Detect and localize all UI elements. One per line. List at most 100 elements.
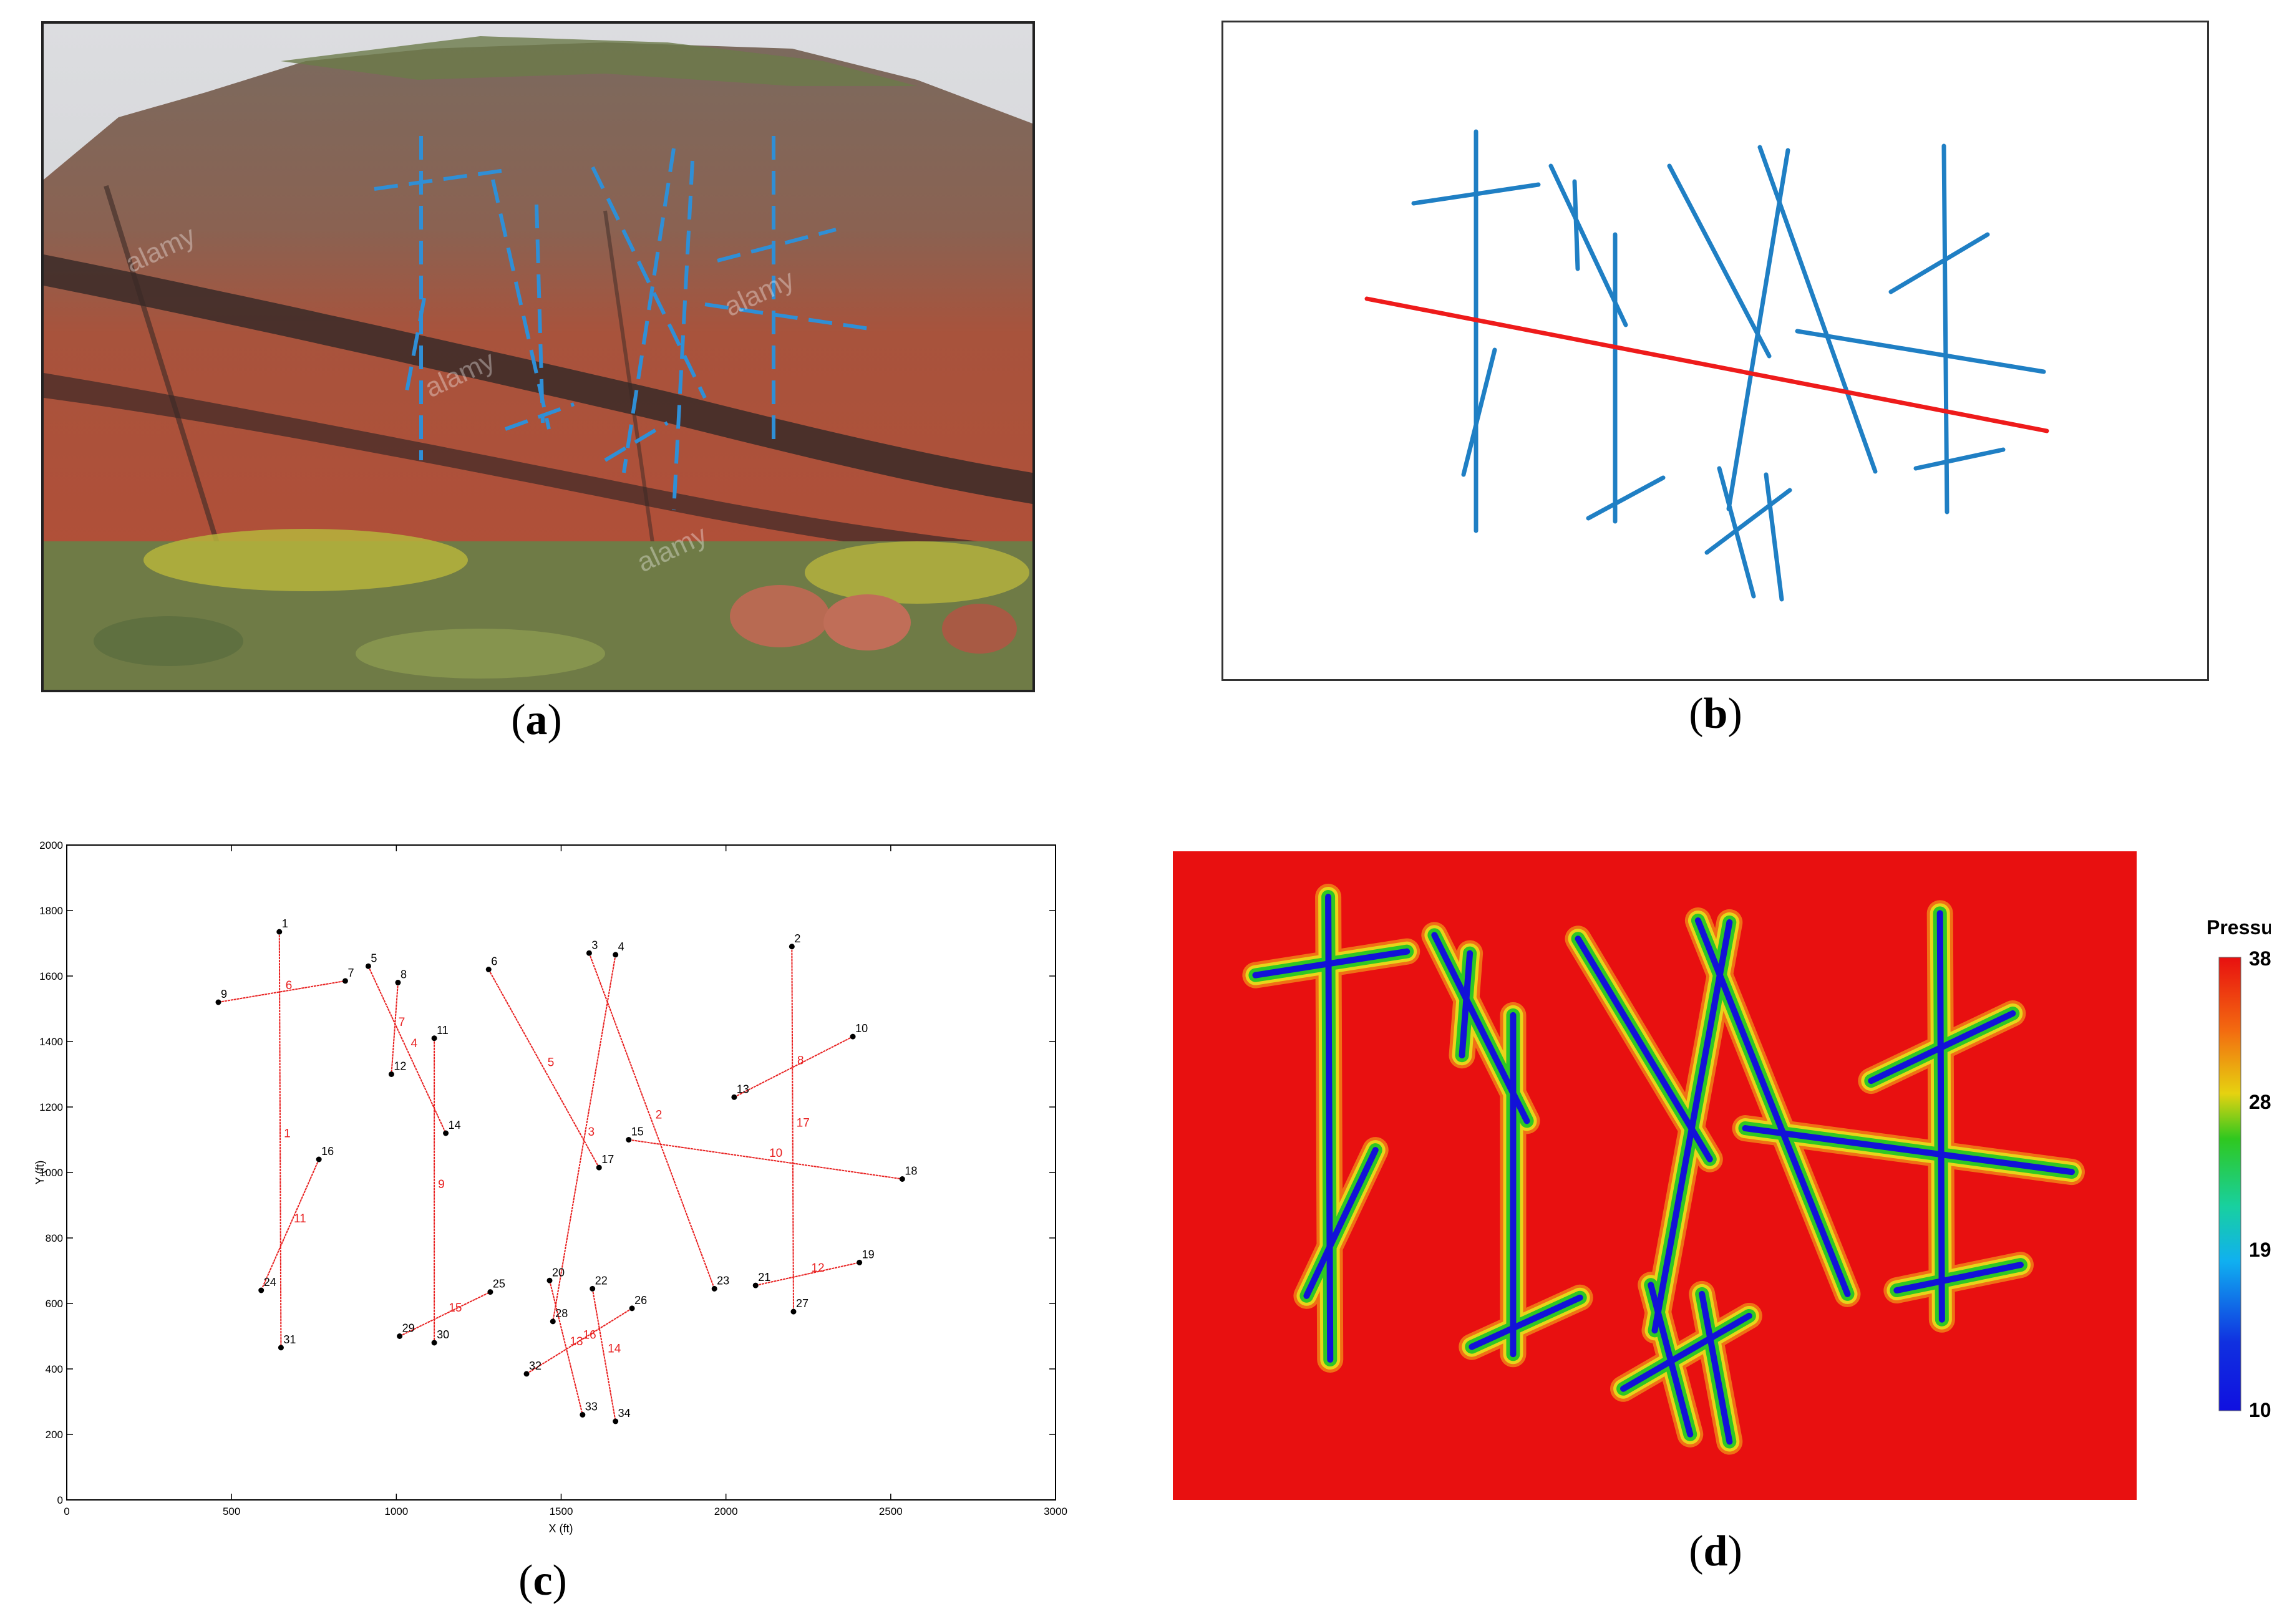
node-label: 25: [493, 1278, 505, 1290]
fracture-label: 6: [286, 979, 293, 992]
colorbar-tick: 3800: [2249, 947, 2271, 970]
node-point: [485, 967, 492, 972]
node-point: [731, 1094, 737, 1100]
caption-c: (c): [518, 1557, 567, 1605]
node-label: 28: [555, 1307, 568, 1320]
fracture-label: 8: [797, 1055, 804, 1068]
fracture-label: 5: [548, 1056, 555, 1069]
node-point: [316, 1156, 322, 1162]
pressure-halo: [1936, 910, 1945, 1323]
node-point: [629, 1305, 635, 1312]
fracture-label: 15: [449, 1302, 462, 1315]
fracture-label: 16: [583, 1328, 596, 1341]
node-label: 8: [401, 969, 407, 981]
node-point: [580, 1412, 586, 1418]
fracture-label: 7: [399, 1016, 405, 1029]
fracture-label: 12: [811, 1262, 824, 1275]
node-point: [431, 1035, 437, 1042]
fracture-segment: [278, 932, 282, 1348]
y-tick-label: 600: [46, 1298, 63, 1310]
fracture-label: 3: [588, 1126, 595, 1139]
node-label: 6: [491, 955, 497, 968]
node-label: 29: [402, 1322, 415, 1335]
node-label: 18: [905, 1165, 917, 1177]
colorbar-tick: 1001: [2249, 1399, 2271, 1421]
node-point: [431, 1340, 437, 1346]
node-label: 2: [794, 932, 800, 945]
node-point: [550, 1318, 556, 1325]
node-point: [276, 929, 283, 935]
node-label: 34: [618, 1407, 631, 1419]
fracture-traces: [374, 136, 874, 511]
caption-b: (b): [1689, 690, 1742, 738]
fracture-label: 14: [608, 1343, 621, 1356]
x-axis-label: X (ft): [549, 1522, 573, 1535]
x-tick-label: 500: [223, 1506, 240, 1517]
fracture-segment: [260, 1159, 320, 1291]
node-label: 5: [371, 952, 377, 964]
x-tick-label: 3000: [1044, 1506, 1067, 1517]
node-point: [613, 952, 619, 958]
node-label: 11: [437, 1024, 449, 1037]
pressure-halo: [1325, 894, 1334, 1363]
node-label: 1: [282, 917, 288, 930]
y-tick-label: 1400: [39, 1036, 63, 1048]
node-point: [523, 1371, 530, 1377]
cut-line: [1364, 296, 2049, 433]
pressure-map-svg: Pressure 3800 2867 1934 1001: [1173, 851, 2287, 1500]
y-tick-label: 1000: [39, 1167, 63, 1179]
node-point: [487, 1289, 493, 1295]
y-axis-label: Y (ft): [34, 1161, 46, 1185]
fracture-segment: [628, 1139, 903, 1180]
y-tick-label: 1600: [39, 970, 63, 982]
pressure-halo: [1575, 935, 1713, 1162]
x-tick-label: 2500: [879, 1506, 903, 1517]
fracture-label: 1: [284, 1128, 291, 1141]
fracture-segment: [488, 969, 600, 1168]
node-label: 3: [591, 939, 598, 951]
node-label: 9: [221, 988, 227, 1000]
fracture-segment: [755, 1262, 860, 1287]
node-label: 22: [595, 1274, 608, 1287]
node-label: 16: [321, 1145, 334, 1158]
fracture-label: 10: [769, 1147, 782, 1160]
node-label: 33: [585, 1401, 598, 1413]
node-label: 27: [796, 1297, 808, 1310]
node-label: 4: [618, 940, 624, 953]
node-point: [752, 1282, 759, 1288]
fracture-segment: [218, 980, 346, 1003]
node-point: [397, 1333, 403, 1339]
fracture-segment: [791, 946, 794, 1312]
y-tick-label: 800: [46, 1232, 63, 1244]
fracture-segment: [591, 1288, 616, 1422]
y-tick-label: 200: [46, 1429, 63, 1441]
fracture-schematic-svg: [1364, 129, 2049, 602]
plot-area: [66, 844, 1056, 1501]
node-label: 21: [758, 1271, 770, 1283]
y-tick-label: 400: [46, 1363, 63, 1375]
fracture-segment: [588, 952, 716, 1289]
fracture-label: 4: [411, 1037, 418, 1050]
y-tick-label: 1200: [39, 1101, 63, 1113]
node-point: [342, 978, 348, 984]
pressure-halo: [1459, 950, 1474, 1059]
fracture-segment: [549, 1280, 583, 1415]
node-point: [278, 1345, 284, 1351]
fracture-segment: [734, 1036, 853, 1098]
pressure-halo: [1469, 1294, 1583, 1350]
x-tick-label: 1500: [550, 1506, 573, 1517]
fracture-label: 17: [797, 1116, 810, 1129]
colorbar-tick: 1934: [2249, 1239, 2271, 1261]
node-point: [215, 999, 221, 1005]
node-label: 15: [631, 1126, 644, 1138]
x-tick-label: 2000: [714, 1506, 738, 1517]
node-point: [596, 1164, 602, 1171]
node-point: [388, 1071, 394, 1077]
node-label: 14: [449, 1119, 461, 1131]
node-label: 32: [529, 1360, 541, 1372]
fracture-segment: [399, 1291, 491, 1337]
fracture-label: 13: [570, 1335, 583, 1348]
colorbar: [2218, 957, 2241, 1411]
pressure-halo: [1699, 1290, 1733, 1445]
node-point: [857, 1259, 863, 1265]
